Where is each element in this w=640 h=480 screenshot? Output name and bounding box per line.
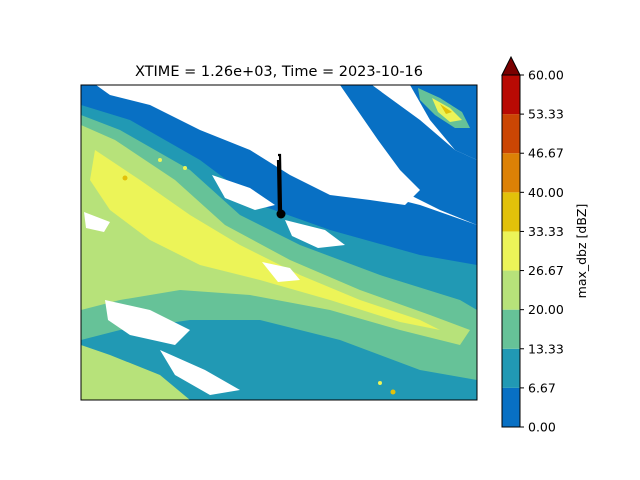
no-echo-patch-5 — [160, 350, 240, 395]
cell-high-3 — [183, 166, 187, 170]
colorbar-swatch — [502, 192, 520, 232]
contour-band-4 — [90, 150, 440, 330]
colorbar-swatch — [502, 114, 520, 154]
colorbar-tick-label: 53.33 — [528, 107, 564, 122]
colorbar-swatch — [502, 309, 520, 349]
colorbar-tick-label: 20.00 — [528, 302, 564, 317]
colorbar-swatch — [502, 387, 520, 427]
colorbar-tick-label: 46.67 — [528, 146, 564, 161]
no-echo-north — [96, 85, 420, 205]
colorbar-frame — [501, 74, 521, 428]
no-echo-patch-1 — [212, 175, 275, 210]
no-echo-patch-2 — [285, 220, 345, 248]
reflectivity-map — [81, 85, 477, 400]
colorbar-tick-label: 26.67 — [528, 263, 564, 278]
no-echo-patch-3 — [262, 262, 300, 282]
colorbar-swatch — [502, 270, 520, 310]
cell-high-5 — [378, 381, 382, 385]
colorbar-tick-label: 6.67 — [528, 380, 556, 395]
cell-ne-high — [440, 104, 452, 114]
contour-band-0-ne — [338, 85, 477, 225]
colorbar-tick-label: 40.00 — [528, 185, 564, 200]
chart-title: XTIME = 1.26e+03, Time = 2023-10-16 — [135, 64, 423, 80]
colorbar-extend-arrow — [501, 55, 521, 76]
cell-high-1 — [122, 175, 128, 181]
colorbar-swatch — [502, 153, 520, 193]
colorbar-tick-label: 33.33 — [528, 224, 564, 239]
cell-high-4 — [390, 389, 396, 395]
axes-frame — [80, 84, 478, 401]
contour-band-3 — [81, 125, 470, 345]
track-marker — [276, 209, 286, 219]
colorbar-swatch — [502, 348, 520, 388]
colorbar-tick-label: 60.00 — [528, 68, 564, 83]
no-echo-patch-6 — [84, 212, 110, 232]
colorbar-label: max_dbz [dBZ] — [574, 204, 589, 299]
colorbar-swatch — [502, 75, 520, 115]
colorbar-swatch — [502, 231, 520, 271]
colorbar-tick-label: 13.33 — [528, 341, 564, 356]
cell-high-2 — [158, 158, 162, 162]
contour-band-3-sw — [81, 345, 190, 400]
colorbar: 0.00 6.67 13.33 20.00 26.67 33.33 40.00 46.67 53… — [501, 55, 589, 435]
colorbar-tick-label: 0.00 — [528, 420, 556, 435]
no-echo-patch-4 — [105, 300, 190, 345]
